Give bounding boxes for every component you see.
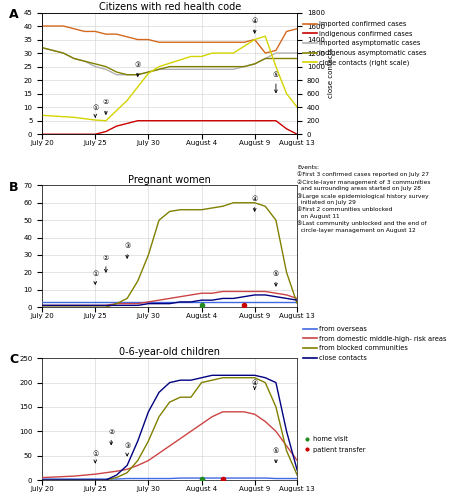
Title: 0-6-year-old children: 0-6-year-old children (119, 348, 220, 358)
Text: ①: ① (92, 271, 98, 284)
Title: Pregnant women: Pregnant women (128, 174, 211, 184)
Text: ⑤: ⑤ (273, 271, 279, 286)
Text: C: C (9, 354, 18, 366)
Text: ⑤: ⑤ (273, 72, 279, 92)
Text: ④: ④ (251, 196, 258, 211)
Text: ②: ② (108, 428, 114, 444)
Text: ②: ② (103, 100, 109, 114)
Text: ⑤: ⑤ (273, 448, 279, 462)
Text: ④: ④ (251, 18, 258, 33)
Text: ③: ③ (124, 444, 130, 456)
Legend: home visit, patient transfer: home visit, patient transfer (300, 434, 368, 456)
Text: ①: ① (92, 105, 98, 117)
Text: ②: ② (103, 255, 109, 272)
Legend: imported confirmed cases, indigenous confirmed cases, imported asymptomatic case: imported confirmed cases, indigenous con… (300, 18, 429, 69)
Y-axis label: close contacts: close contacts (328, 48, 334, 98)
Text: B: B (9, 180, 18, 194)
Text: ③: ③ (124, 243, 130, 258)
Text: ③: ③ (135, 62, 141, 76)
Legend: from overseas, from domestic middle-high- risk areas, from blocked communities, : from overseas, from domestic middle-high… (300, 324, 449, 364)
Text: A: A (9, 8, 19, 20)
Text: Events:
①First 3 confirmed cases reported on July 27
②Circle-layer management of: Events: ①First 3 confirmed cases reporte… (297, 165, 431, 232)
Text: ①: ① (92, 450, 98, 462)
Title: Citizens with red health code: Citizens with red health code (99, 2, 241, 12)
Text: ④: ④ (251, 380, 258, 389)
